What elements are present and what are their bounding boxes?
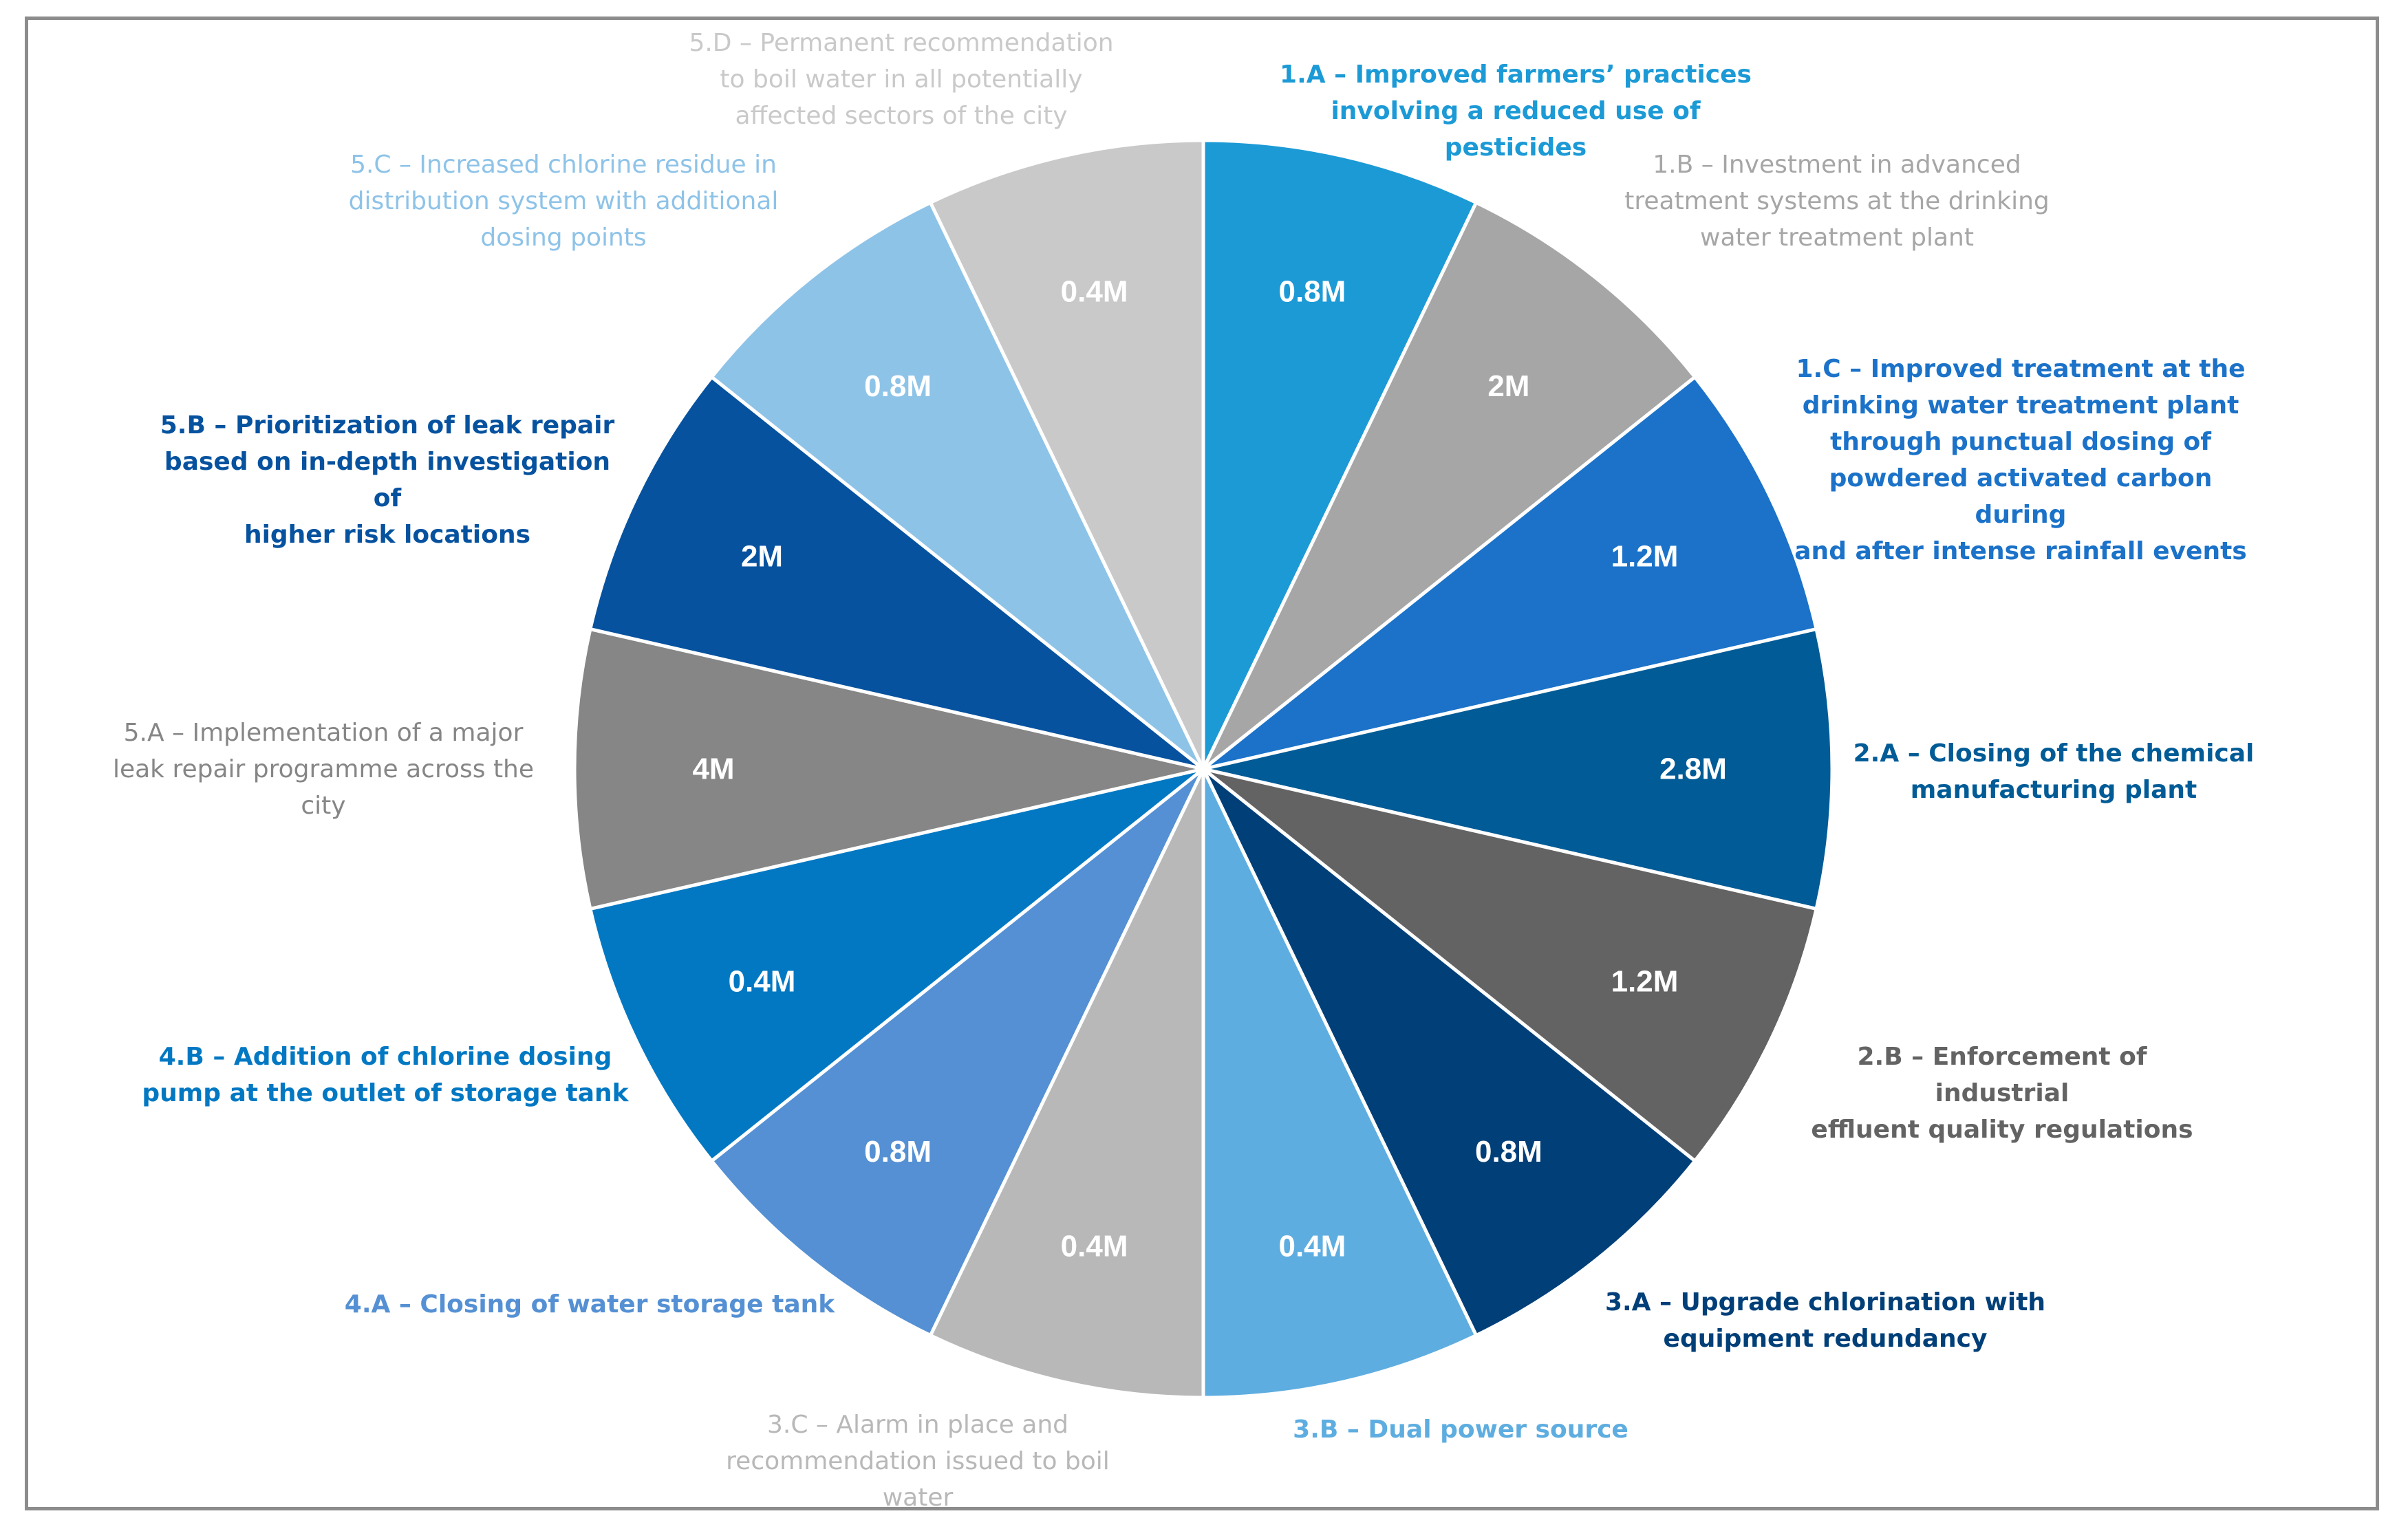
category-label-3b: 3.B – Dual power source xyxy=(1293,1415,1628,1444)
pie-slice-5a xyxy=(572,627,1204,911)
category-label-3a: 3.A – Upgrade chlorination with equipment… xyxy=(1604,1288,2046,1353)
category-label-5a: 5.A – Implementation of a major leak repa… xyxy=(112,718,535,820)
category-label-4a: 4.A – Closing of water storage tank xyxy=(344,1290,835,1319)
category-label-5d: 5.D – Permanent recommendation to boil wa… xyxy=(689,28,1114,130)
slice-value-label-1b: 2M xyxy=(1487,369,1529,403)
slice-value-label-3b: 0.4M xyxy=(1278,1230,1346,1264)
pie-slice-2b xyxy=(1202,767,1819,1164)
pie-slice-1a xyxy=(1201,138,1479,770)
pie-slices xyxy=(572,138,1834,1400)
pie-slice-4a xyxy=(709,768,1205,1338)
slice-value-labels: 0.8M 2M 1.2M 2.8M 1.2M 0.8M 0.4M 0.4M 0.8M 0.4M 4M… xyxy=(692,274,1726,1263)
slice-value-label-2b: 1.2M xyxy=(1611,964,1679,998)
slice-value-label-3c: 0.4M xyxy=(1061,1230,1128,1264)
slice-value-label-4a: 0.8M xyxy=(864,1135,932,1169)
slice-value-label-4b: 0.4M xyxy=(729,964,796,998)
category-label-1a: 1.A – Improved farmers’ practices involvi… xyxy=(1280,61,1752,162)
category-label-1b: 1.B – Investment in advanced treatment sy… xyxy=(1624,150,2050,252)
pie-slice-3c xyxy=(928,768,1205,1400)
slice-value-label-5d: 0.4M xyxy=(1061,274,1128,308)
category-label-4b: 4.B – Addition of chlorine dosing pump at… xyxy=(142,1043,629,1107)
category-label-3c: 3.C – Alarm in place and recommendation i… xyxy=(726,1410,1110,1512)
pie-slice-5b xyxy=(588,374,1205,771)
pie-slice-3a xyxy=(1201,768,1698,1338)
slice-value-label-1a: 0.8M xyxy=(1278,274,1346,308)
pie-slice-5c xyxy=(709,200,1205,770)
pie-slice-3b xyxy=(1201,768,1479,1400)
slice-value-label-5c: 0.8M xyxy=(864,369,932,403)
slice-value-label-2a: 2.8M xyxy=(1659,752,1727,786)
category-label-1c: 1.C – Improved treatment at the drinking … xyxy=(1794,354,2247,565)
slice-value-label-5b: 2M xyxy=(741,540,783,574)
slice-value-label-3a: 0.8M xyxy=(1475,1135,1542,1169)
category-label-5c: 5.C – Increased chlorine residue in distr… xyxy=(348,150,779,252)
pie-slice-2a xyxy=(1203,627,1834,911)
category-label-2a: 2.A – Closing of the chemical manufacturi… xyxy=(1853,739,2255,804)
category-label-2b: 2.B – Enforcement of industrial effluent … xyxy=(1811,1043,2193,1144)
category-label-5b: 5.B – Prioritization of leak repair based… xyxy=(160,411,615,549)
slice-value-label-1c: 1.2M xyxy=(1611,540,1679,574)
pie-slice-1b xyxy=(1201,200,1698,770)
pie-slice-4b xyxy=(588,767,1205,1164)
pie-slice-1c xyxy=(1202,374,1819,771)
slice-value-label-5a: 4M xyxy=(692,752,734,786)
pie-slice-5d xyxy=(928,138,1205,770)
